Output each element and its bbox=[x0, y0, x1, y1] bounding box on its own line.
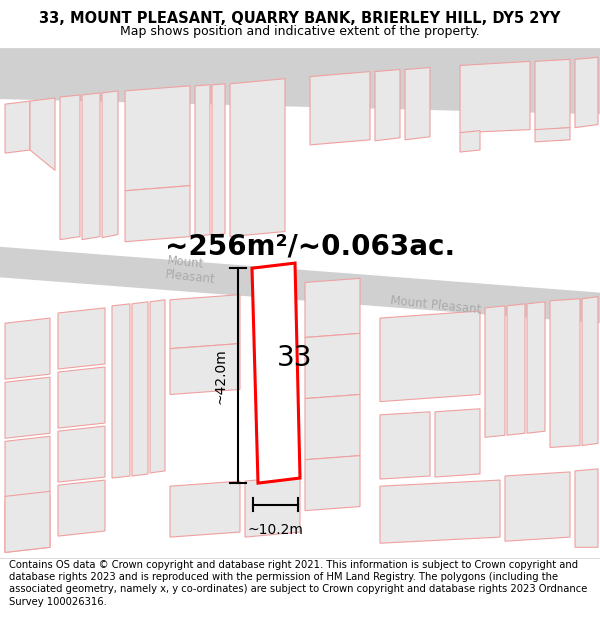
Polygon shape bbox=[132, 302, 148, 476]
Polygon shape bbox=[380, 311, 480, 402]
Polygon shape bbox=[460, 61, 530, 132]
Polygon shape bbox=[5, 101, 30, 153]
Polygon shape bbox=[30, 98, 55, 171]
Polygon shape bbox=[535, 127, 570, 142]
Polygon shape bbox=[170, 481, 240, 537]
Text: ~256m²/~0.063ac.: ~256m²/~0.063ac. bbox=[165, 232, 455, 261]
Polygon shape bbox=[5, 491, 50, 552]
Polygon shape bbox=[305, 333, 360, 399]
Text: Mount Pleasant: Mount Pleasant bbox=[390, 294, 482, 316]
Polygon shape bbox=[582, 297, 598, 446]
Polygon shape bbox=[435, 409, 480, 477]
Text: ~10.2m: ~10.2m bbox=[248, 523, 304, 537]
Polygon shape bbox=[535, 59, 570, 131]
Polygon shape bbox=[150, 300, 165, 473]
Polygon shape bbox=[212, 84, 225, 236]
Polygon shape bbox=[485, 306, 505, 438]
Polygon shape bbox=[527, 302, 545, 433]
Polygon shape bbox=[305, 394, 360, 460]
Polygon shape bbox=[0, 247, 600, 323]
Text: Mount
Pleasant: Mount Pleasant bbox=[165, 254, 218, 286]
Polygon shape bbox=[380, 412, 430, 479]
Polygon shape bbox=[310, 71, 370, 145]
Text: Map shows position and indicative extent of the property.: Map shows position and indicative extent… bbox=[120, 24, 480, 38]
Polygon shape bbox=[125, 86, 190, 191]
Polygon shape bbox=[405, 68, 430, 140]
Polygon shape bbox=[58, 308, 105, 369]
Polygon shape bbox=[375, 69, 400, 141]
Polygon shape bbox=[507, 304, 525, 435]
Polygon shape bbox=[245, 476, 300, 537]
Text: 33, MOUNT PLEASANT, QUARRY BANK, BRIERLEY HILL, DY5 2YY: 33, MOUNT PLEASANT, QUARRY BANK, BRIERLE… bbox=[40, 11, 560, 26]
Polygon shape bbox=[170, 294, 240, 349]
Polygon shape bbox=[380, 480, 500, 543]
Polygon shape bbox=[58, 480, 105, 536]
Polygon shape bbox=[112, 304, 130, 478]
Polygon shape bbox=[195, 85, 210, 237]
Polygon shape bbox=[575, 469, 598, 548]
Polygon shape bbox=[58, 367, 105, 428]
Polygon shape bbox=[230, 79, 285, 237]
Polygon shape bbox=[5, 318, 50, 379]
Polygon shape bbox=[460, 131, 480, 152]
Polygon shape bbox=[82, 93, 100, 239]
Polygon shape bbox=[550, 299, 580, 448]
Text: 33: 33 bbox=[277, 344, 312, 372]
Polygon shape bbox=[5, 496, 50, 552]
Polygon shape bbox=[505, 472, 570, 541]
Polygon shape bbox=[305, 456, 360, 511]
Polygon shape bbox=[252, 263, 300, 483]
Polygon shape bbox=[305, 278, 360, 338]
Polygon shape bbox=[0, 48, 600, 114]
Text: Contains OS data © Crown copyright and database right 2021. This information is : Contains OS data © Crown copyright and d… bbox=[9, 559, 587, 607]
Polygon shape bbox=[575, 58, 598, 127]
Text: ~42.0m: ~42.0m bbox=[213, 348, 227, 404]
Polygon shape bbox=[5, 377, 50, 438]
Polygon shape bbox=[170, 344, 240, 394]
Polygon shape bbox=[58, 426, 105, 482]
Polygon shape bbox=[5, 436, 50, 498]
Polygon shape bbox=[60, 95, 80, 239]
Polygon shape bbox=[125, 186, 190, 242]
Polygon shape bbox=[102, 91, 118, 238]
